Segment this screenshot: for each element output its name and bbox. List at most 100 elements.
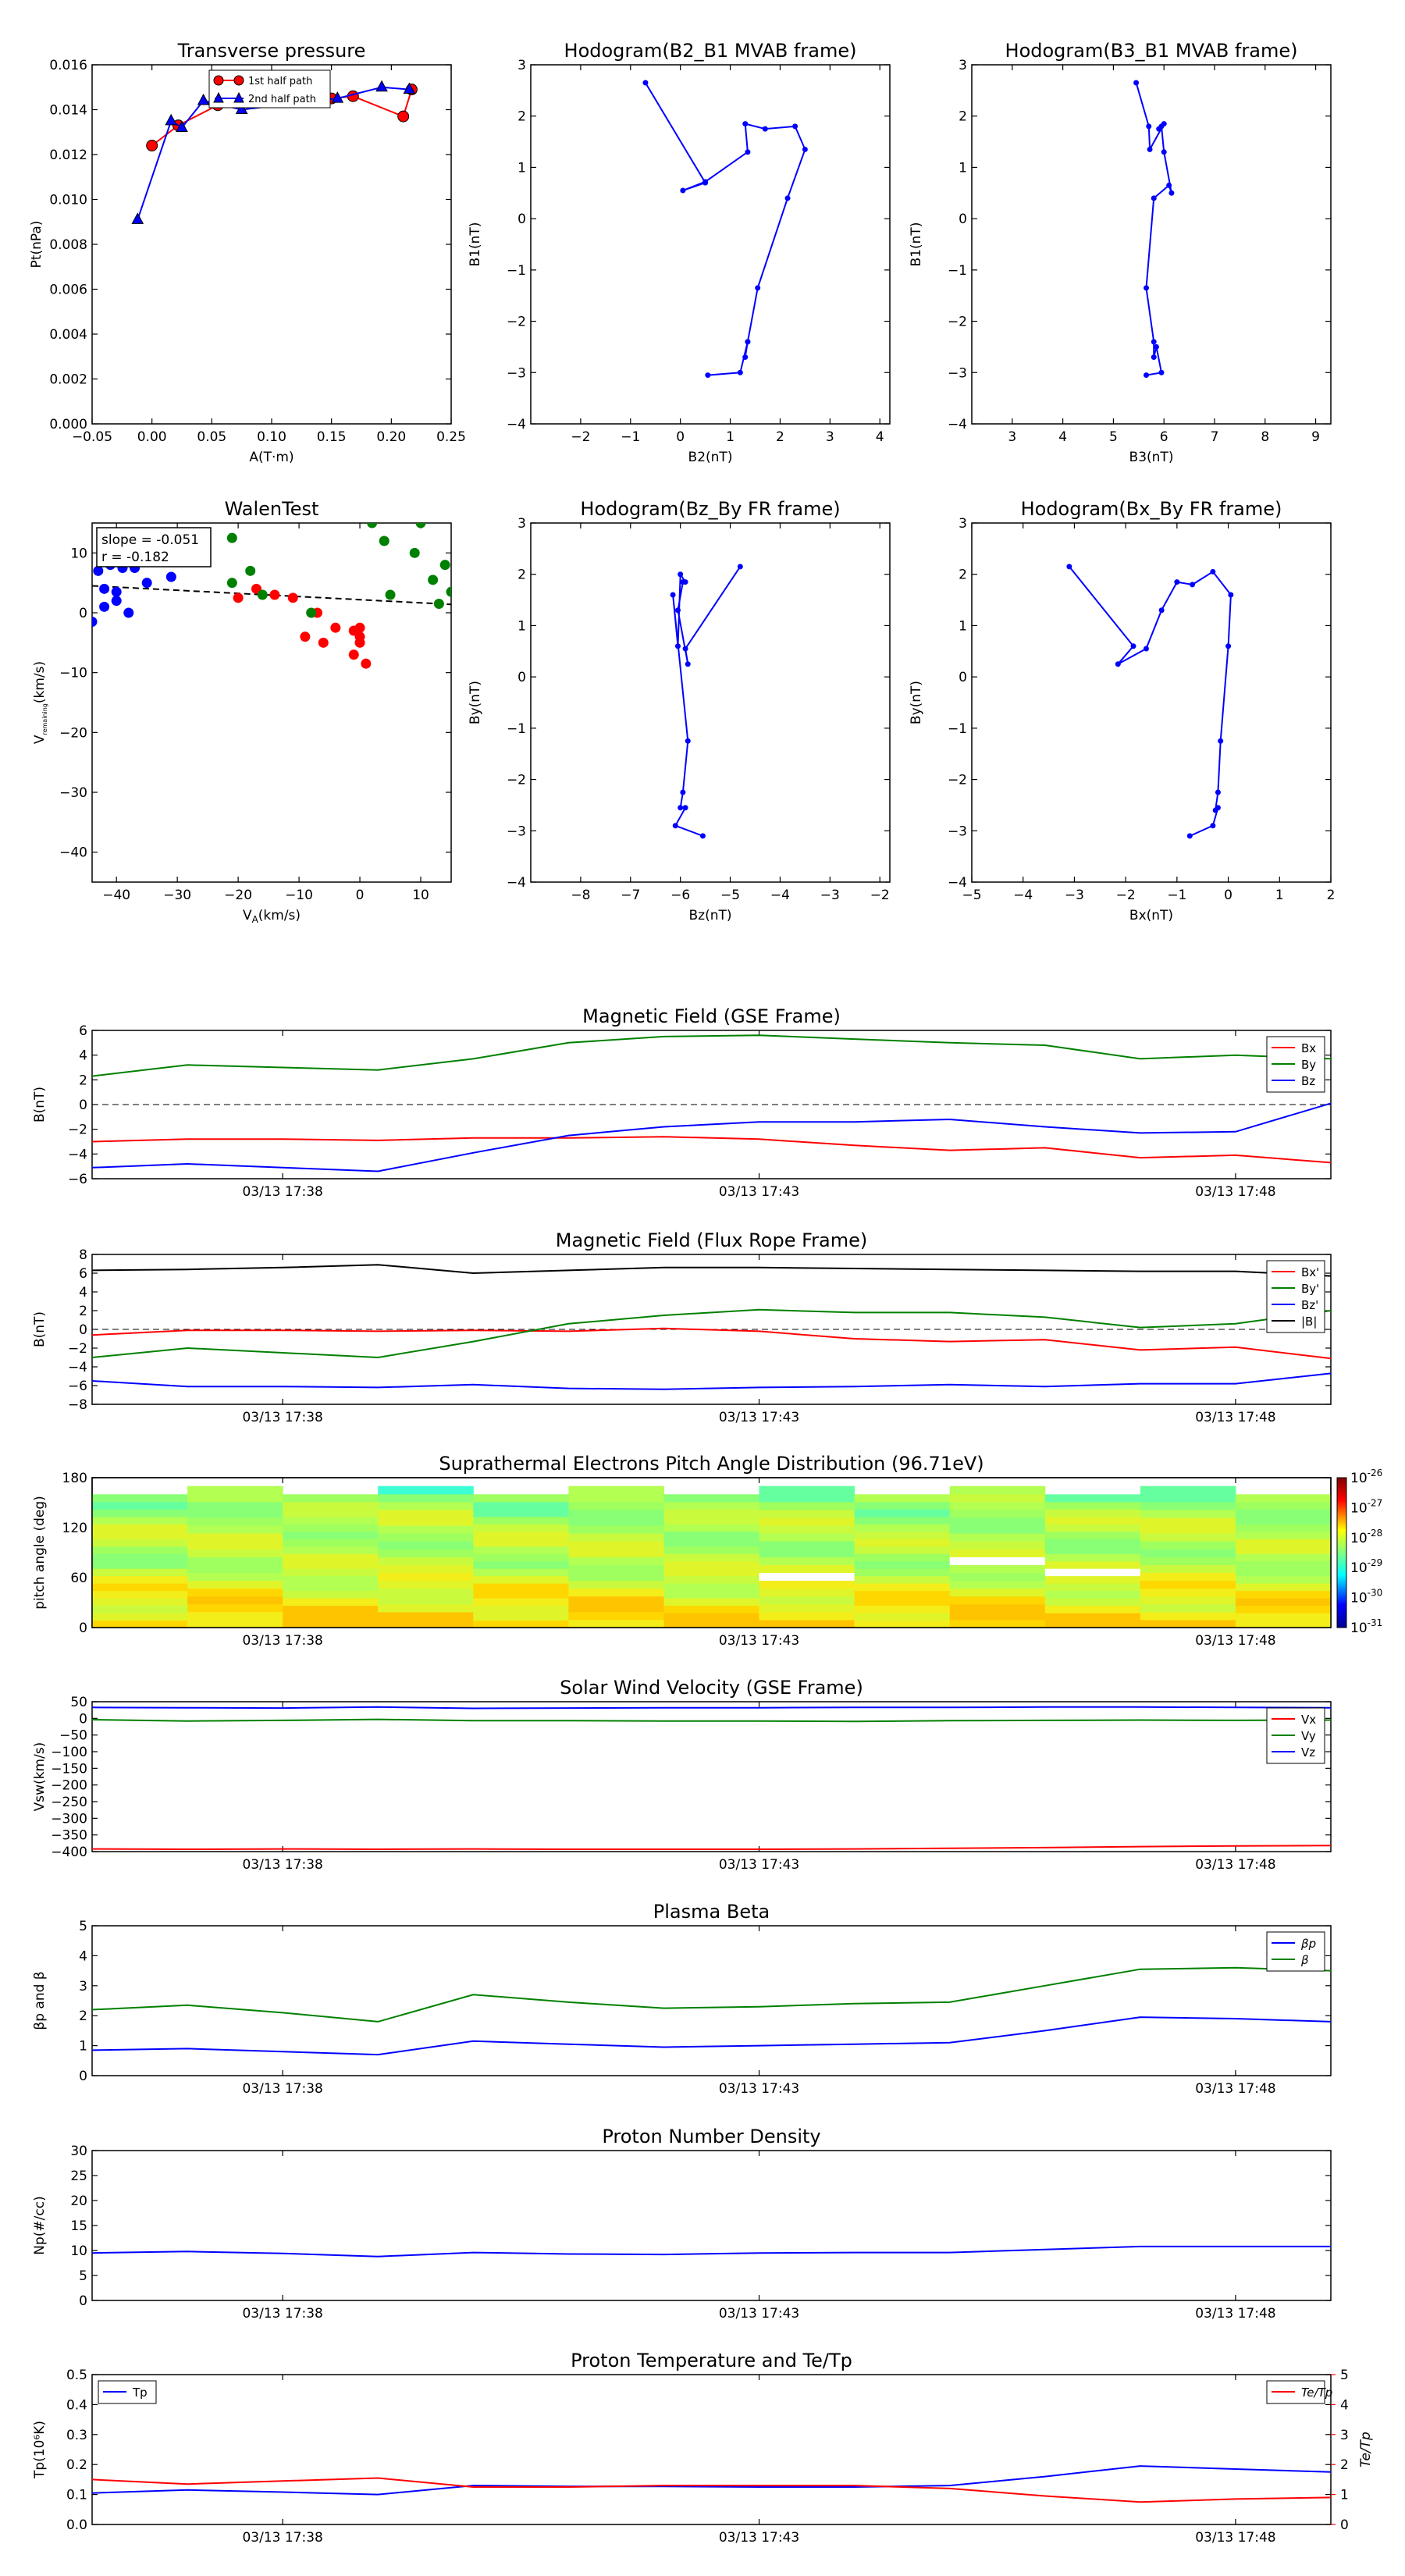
heatmap-cell	[759, 1603, 855, 1613]
x-tick-label: 03/13 17:48	[1195, 2081, 1275, 2097]
series-line-1	[91, 2245, 1331, 2258]
y-tick-label: 2	[518, 568, 526, 583]
heatmap-cell	[283, 1598, 379, 1606]
heatmap-cell	[759, 1501, 855, 1510]
heatmap-cell	[1140, 1533, 1236, 1542]
heatmap-cell	[949, 1564, 1046, 1573]
heatmap-cell	[949, 1493, 1046, 1503]
y-axis-label: Tp(10⁶K)	[32, 2421, 48, 2479]
legend-label: Bz'	[1301, 1298, 1318, 1312]
data-point	[123, 607, 134, 618]
heatmap-cell	[92, 1575, 188, 1584]
data-point	[680, 187, 686, 194]
panel-walen: WalenTest −40 −30 −20 −10 0 10 −40 −30 −20 −10 0 10 s…	[32, 498, 452, 925]
x-tick-label: −4	[770, 888, 790, 903]
heatmap-cell	[854, 1605, 951, 1614]
y-axis-label: Vsw(km/s)	[32, 1742, 48, 1812]
heatmap-cell	[283, 1613, 379, 1621]
y-tick-label: 2	[959, 568, 967, 583]
heatmap-cell	[283, 1509, 379, 1517]
heatmap-cell	[854, 1560, 951, 1569]
data-point	[1161, 149, 1167, 155]
data-point	[1166, 182, 1172, 188]
heatmap-cell	[1235, 1494, 1332, 1503]
data-point	[674, 607, 681, 614]
plot-frame	[530, 522, 891, 883]
y-tick-label: 0.3	[66, 2428, 87, 2443]
series-line-By'	[91, 1308, 1332, 1359]
y-axis-label: By(nT)	[468, 681, 483, 724]
y-tick-label: −10	[59, 666, 87, 681]
y-tick-label: 25	[70, 2169, 87, 2184]
heatmap-cell	[1235, 1509, 1332, 1517]
data-point	[141, 578, 152, 589]
y-tick-label: 0.4	[66, 2397, 87, 2413]
y-tick-label: 0	[79, 606, 87, 621]
heatmap-cell	[1140, 1485, 1236, 1495]
data-point	[1210, 823, 1216, 829]
x-tick-label: −20	[224, 888, 252, 903]
heatmap-cell	[378, 1588, 474, 1597]
heatmap-cell	[378, 1493, 474, 1503]
series-line-tetp	[91, 2477, 1332, 2503]
heatmap-cell	[663, 1583, 760, 1592]
heatmap-cell	[92, 1568, 188, 1577]
heatmap-cell	[1140, 1588, 1236, 1597]
data-point	[197, 93, 210, 105]
data-point	[165, 113, 178, 126]
y-tick-label: 6	[79, 1266, 87, 1282]
data-point	[678, 805, 684, 811]
y-tick-label: 0.012	[49, 148, 87, 163]
heatmap-cell	[473, 1598, 569, 1606]
panel-pad: Suprathermal Electrons Pitch Angle Distr…	[32, 1453, 1382, 1649]
heatmap-cell	[283, 1590, 379, 1599]
y-right-tick-label: 0	[1340, 2517, 1349, 2533]
x-tick-label: −2	[571, 429, 590, 445]
y-tick-label: −4	[68, 1147, 87, 1162]
data-point	[1153, 343, 1159, 350]
chart-title: Magnetic Field (GSE Frame)	[582, 1005, 841, 1027]
y-tick-label: 15	[70, 2218, 87, 2234]
heatmap-cell	[1235, 1590, 1332, 1599]
y-tick-label: 2	[79, 2008, 87, 2024]
heatmap-cell	[663, 1590, 760, 1599]
colorbar-label-base: 10	[1350, 1591, 1368, 1606]
x-tick-label: 2	[1327, 888, 1336, 903]
heatmap-cell	[568, 1588, 664, 1597]
x-tick-label: 03/13 17:48	[1195, 2306, 1275, 2322]
heatmap-cell	[568, 1493, 664, 1503]
x-tick-label: 03/13 17:43	[719, 2306, 799, 2322]
y-axis-label: Np(#/cc)	[32, 2196, 48, 2254]
colorbar-label: 10-30	[1350, 1588, 1382, 1606]
data-point	[670, 592, 676, 598]
series-line-Bz	[91, 1102, 1332, 1172]
heatmap-cell	[1044, 1620, 1141, 1628]
plot-frame	[91, 1925, 1332, 2076]
heatmap-cell	[568, 1619, 664, 1628]
heatmap-cell	[92, 1590, 188, 1599]
y-tick-label: 0.006	[49, 283, 87, 298]
x-tick-label: 4	[876, 429, 884, 445]
data-point	[1143, 646, 1149, 652]
colorbar-label-exponent: -26	[1368, 1468, 1383, 1478]
heatmap-cell	[854, 1568, 951, 1577]
y-tick-label: −50	[59, 1728, 87, 1744]
legend-label: Vx	[1301, 1713, 1316, 1727]
heatmap-cell	[759, 1549, 855, 1557]
data-point	[146, 140, 158, 151]
heatmap-cell	[473, 1583, 569, 1592]
data-point	[792, 123, 799, 130]
heatmap-cell	[759, 1611, 855, 1621]
panel-beta: Plasma Beta 0 1 2 3 4 5 03/13 17:38 03/13 17:43 0…	[32, 1901, 1332, 2097]
y-axis-label: pitch angle (deg)	[32, 1496, 48, 1610]
heatmap-cell	[92, 1516, 188, 1525]
x-tick-label: −3	[1065, 888, 1084, 903]
y-tick-label: 3	[518, 58, 526, 73]
y-tick-label: 180	[62, 1471, 87, 1486]
data-point	[762, 126, 768, 132]
y-tick-label: 0	[79, 1711, 87, 1727]
heatmap-cell	[759, 1493, 855, 1503]
heatmap-cell	[1235, 1524, 1332, 1532]
x-tick-label: −3	[820, 888, 840, 903]
